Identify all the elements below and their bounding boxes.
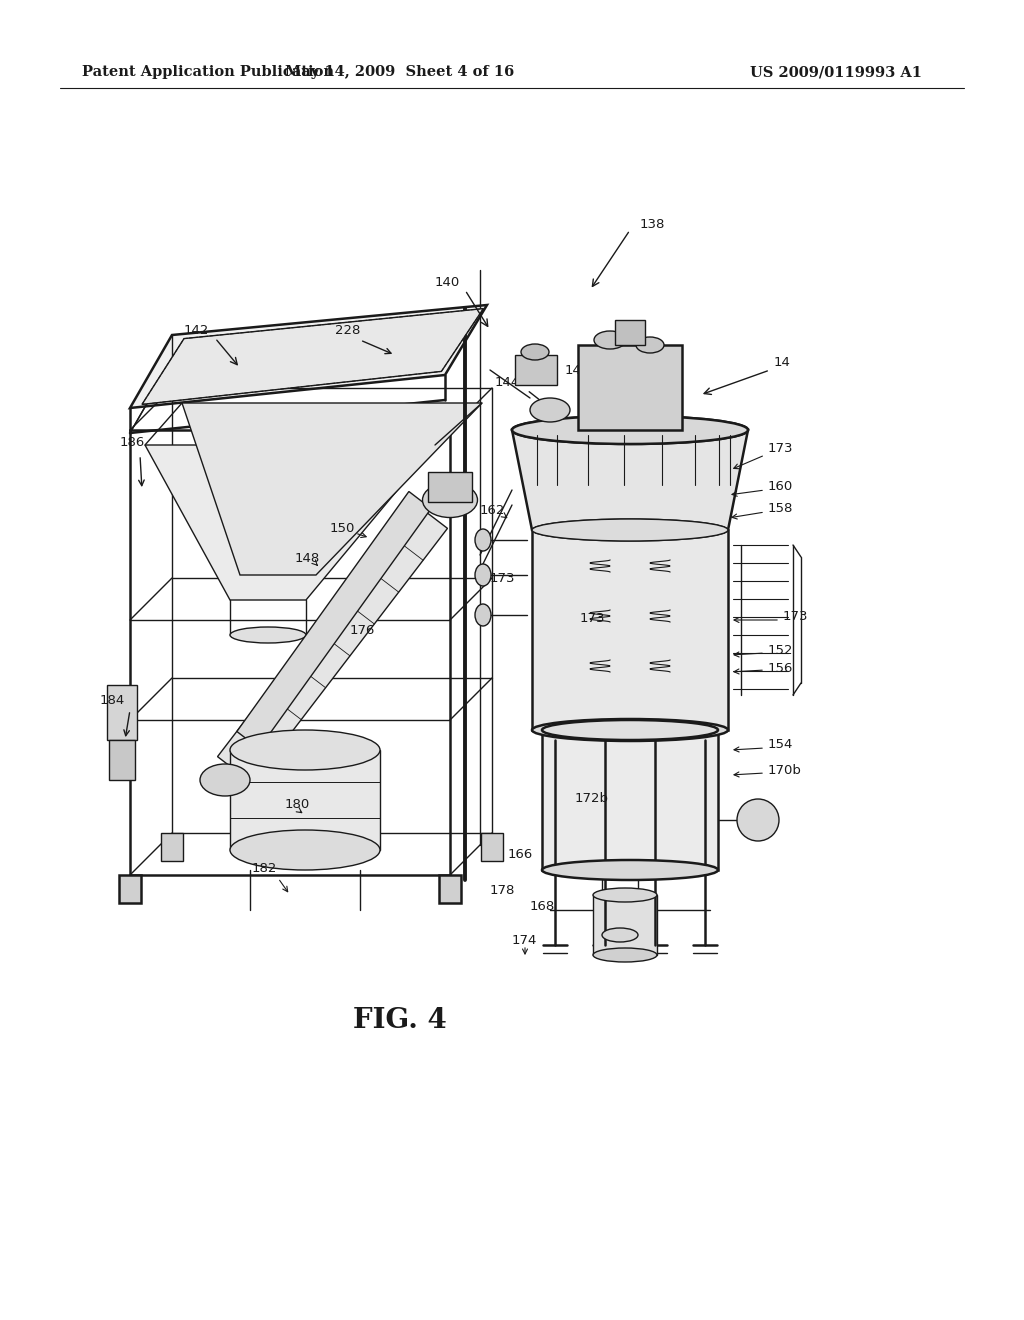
Text: 172b: 172b	[575, 792, 609, 804]
Bar	[161, 833, 183, 861]
Ellipse shape	[737, 799, 779, 841]
Bar	[109, 741, 135, 780]
Text: 148: 148	[295, 552, 321, 565]
Bar	[532, 531, 728, 730]
Polygon shape	[237, 491, 431, 748]
Text: 14: 14	[774, 356, 791, 370]
Text: 186: 186	[120, 437, 145, 450]
Text: 162: 162	[480, 503, 506, 516]
Ellipse shape	[532, 519, 728, 541]
Ellipse shape	[532, 519, 728, 541]
Text: 138: 138	[640, 219, 666, 231]
Bar	[515, 355, 557, 385]
Bar	[578, 345, 682, 430]
Text: Patent Application Publication: Patent Application Publication	[82, 65, 334, 79]
Text: 173: 173	[580, 611, 605, 624]
Text: 178: 178	[490, 883, 515, 896]
Text: 176: 176	[350, 623, 376, 636]
Bar	[593, 895, 657, 954]
Ellipse shape	[230, 830, 380, 870]
Text: FIG. 4: FIG. 4	[353, 1006, 446, 1034]
Ellipse shape	[512, 416, 748, 444]
Ellipse shape	[532, 719, 728, 741]
Ellipse shape	[594, 331, 626, 348]
Text: 182: 182	[252, 862, 278, 874]
Polygon shape	[130, 305, 487, 408]
Ellipse shape	[593, 948, 657, 962]
Polygon shape	[217, 502, 447, 783]
Ellipse shape	[423, 483, 477, 517]
Bar	[230, 750, 380, 850]
Ellipse shape	[636, 337, 664, 352]
Text: 144: 144	[495, 376, 520, 389]
Text: 154: 154	[768, 738, 794, 751]
Ellipse shape	[230, 730, 380, 770]
Bar	[428, 473, 472, 502]
Ellipse shape	[475, 529, 490, 550]
Polygon shape	[145, 445, 435, 601]
Text: 156: 156	[768, 661, 794, 675]
Bar	[615, 319, 645, 345]
Text: 173: 173	[768, 442, 794, 455]
Text: 146: 146	[565, 363, 590, 376]
Ellipse shape	[475, 564, 490, 586]
Polygon shape	[142, 309, 483, 404]
Ellipse shape	[475, 605, 490, 626]
Ellipse shape	[230, 627, 306, 643]
Bar	[119, 875, 141, 903]
Text: 180: 180	[285, 799, 310, 812]
Text: 173: 173	[490, 572, 515, 585]
Polygon shape	[512, 430, 748, 531]
Ellipse shape	[602, 928, 638, 942]
Text: 170b: 170b	[768, 763, 802, 776]
Text: 140: 140	[435, 276, 460, 289]
Ellipse shape	[200, 764, 250, 796]
Text: 166: 166	[508, 849, 534, 862]
Text: May 14, 2009  Sheet 4 of 16: May 14, 2009 Sheet 4 of 16	[286, 65, 515, 79]
Text: 174: 174	[512, 933, 538, 946]
Ellipse shape	[542, 861, 718, 880]
Text: 150: 150	[330, 521, 355, 535]
Bar	[439, 875, 461, 903]
Ellipse shape	[530, 399, 570, 422]
Polygon shape	[182, 403, 482, 576]
Text: 168: 168	[530, 900, 555, 913]
Bar	[106, 685, 137, 741]
Ellipse shape	[521, 345, 549, 360]
Ellipse shape	[593, 888, 657, 902]
Text: 160: 160	[768, 480, 794, 494]
Text: 158: 158	[768, 502, 794, 515]
Text: 228: 228	[335, 323, 360, 337]
Ellipse shape	[542, 719, 718, 741]
Text: 173: 173	[783, 610, 809, 623]
Text: 152: 152	[768, 644, 794, 656]
Text: 184: 184	[100, 693, 125, 706]
Text: 142: 142	[184, 323, 209, 337]
Text: US 2009/0119993 A1: US 2009/0119993 A1	[750, 65, 922, 79]
Ellipse shape	[512, 416, 748, 444]
Bar	[481, 833, 503, 861]
Bar	[542, 730, 718, 870]
